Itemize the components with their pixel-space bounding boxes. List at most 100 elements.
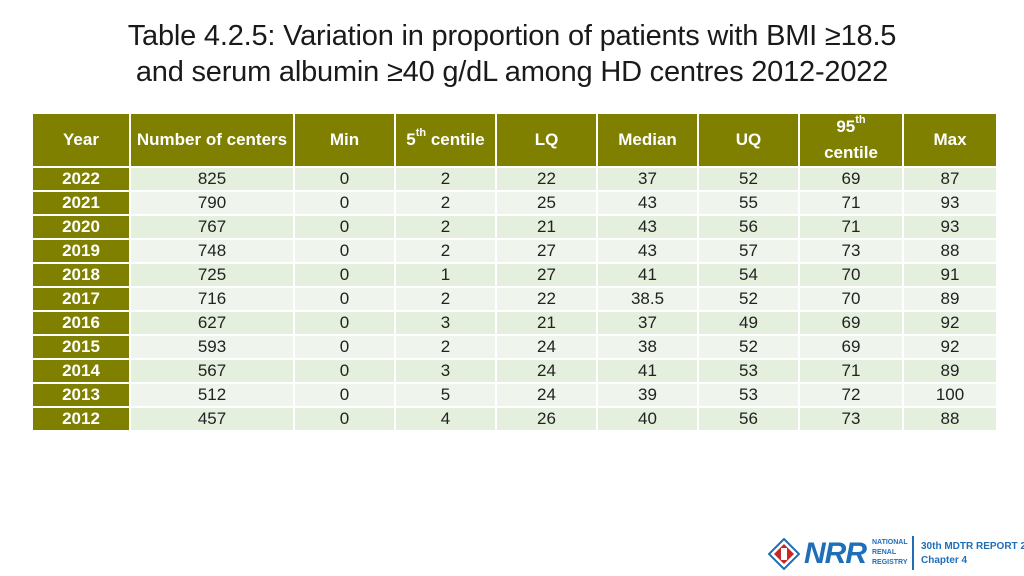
cell-year: 2015 bbox=[31, 334, 131, 360]
table-row: 2019 748 0 2 27 43 57 73 88 bbox=[31, 238, 998, 264]
cell-uq: 56 bbox=[697, 214, 800, 240]
cell-year: 2013 bbox=[31, 382, 131, 408]
cell-lq: 24 bbox=[495, 334, 598, 360]
cell-year: 2022 bbox=[31, 166, 131, 192]
cell-95th-centile: 73 bbox=[798, 238, 904, 264]
cell-uq: 52 bbox=[697, 286, 800, 312]
cell-median: 43 bbox=[596, 214, 699, 240]
cell-lq: 27 bbox=[495, 262, 598, 288]
header-5th-number: 5 bbox=[406, 130, 416, 149]
header-median: Median bbox=[596, 112, 699, 168]
cell-lq: 22 bbox=[495, 166, 598, 192]
title-line-2: and serum albumin ≥40 g/dL among HD cent… bbox=[135, 56, 889, 88]
cell-median: 39 bbox=[596, 382, 699, 408]
header-lq: LQ bbox=[495, 112, 598, 168]
cell-95th-centile: 73 bbox=[798, 406, 904, 432]
cell-median: 37 bbox=[596, 310, 699, 336]
table-row: 2016 627 0 3 21 37 49 69 92 bbox=[31, 310, 998, 336]
cell-year: 2021 bbox=[31, 190, 131, 216]
cell-year: 2016 bbox=[31, 310, 131, 336]
header-95th-superscript: th bbox=[855, 114, 866, 127]
cell-median: 41 bbox=[596, 358, 699, 384]
header-95th-word: centile bbox=[824, 143, 878, 162]
cell-min: 0 bbox=[293, 310, 396, 336]
cell-uq: 57 bbox=[697, 238, 800, 264]
cell-median: 40 bbox=[596, 406, 699, 432]
cell-5th-centile: 2 bbox=[394, 214, 497, 240]
cell-centers: 567 bbox=[129, 358, 295, 384]
cell-year: 2014 bbox=[31, 358, 131, 384]
cell-median: 43 bbox=[596, 238, 699, 264]
cell-lq: 24 bbox=[495, 358, 598, 384]
cell-max: 87 bbox=[902, 166, 998, 192]
header-number-of-centers: Number of centers bbox=[129, 112, 295, 168]
cell-lq: 27 bbox=[495, 238, 598, 264]
cell-lq: 22 bbox=[495, 286, 598, 312]
cell-centers: 825 bbox=[129, 166, 295, 192]
cell-centers: 767 bbox=[129, 214, 295, 240]
cell-max: 92 bbox=[902, 334, 998, 360]
title-line-1: Table 4.2.5: Variation in proportion of … bbox=[127, 20, 897, 52]
cell-lq: 24 bbox=[495, 382, 598, 408]
cell-min: 0 bbox=[293, 382, 396, 408]
header-row: Year Number of centers Min 5th centile L… bbox=[31, 112, 998, 168]
cell-uq: 54 bbox=[697, 262, 800, 288]
header-5th-word: centile bbox=[426, 130, 485, 149]
cell-centers: 627 bbox=[129, 310, 295, 336]
table-row: 2022 825 0 2 22 37 52 69 87 bbox=[31, 166, 998, 192]
registry-line-3: REGISTRY bbox=[872, 559, 908, 566]
header-min: Min bbox=[293, 112, 396, 168]
cell-max: 100 bbox=[902, 382, 998, 408]
cell-centers: 725 bbox=[129, 262, 295, 288]
cell-uq: 55 bbox=[697, 190, 800, 216]
cell-uq: 49 bbox=[697, 310, 800, 336]
cell-median: 37 bbox=[596, 166, 699, 192]
report-chapter: Chapter 4 bbox=[921, 555, 968, 566]
table-body: 2022 825 0 2 22 37 52 69 87 2021 790 0 2… bbox=[31, 166, 998, 432]
cell-5th-centile: 5 bbox=[394, 382, 497, 408]
cell-max: 92 bbox=[902, 310, 998, 336]
cell-95th-centile: 69 bbox=[798, 310, 904, 336]
cell-centers: 512 bbox=[129, 382, 295, 408]
cell-min: 0 bbox=[293, 286, 396, 312]
page-title: Table 4.2.5: Variation in proportion of … bbox=[0, 18, 1024, 90]
nrr-logo-text: NRR bbox=[804, 537, 867, 570]
table-row: 2012 457 0 4 26 40 56 73 88 bbox=[31, 406, 998, 432]
table-row: 2018 725 0 1 27 41 54 70 91 bbox=[31, 262, 998, 288]
cell-5th-centile: 2 bbox=[394, 238, 497, 264]
cell-max: 93 bbox=[902, 214, 998, 240]
cell-95th-centile: 70 bbox=[798, 286, 904, 312]
cell-max: 91 bbox=[902, 262, 998, 288]
cell-5th-centile: 2 bbox=[394, 166, 497, 192]
cell-year: 2018 bbox=[31, 262, 131, 288]
cell-year: 2020 bbox=[31, 214, 131, 240]
cell-median: 38 bbox=[596, 334, 699, 360]
cell-95th-centile: 71 bbox=[798, 358, 904, 384]
cell-95th-centile: 69 bbox=[798, 334, 904, 360]
cell-5th-centile: 1 bbox=[394, 262, 497, 288]
footer-branding: NRR NATIONAL RENAL REGISTRY 30th MDTR RE… bbox=[764, 528, 1024, 576]
cell-95th-centile: 72 bbox=[798, 382, 904, 408]
cell-median: 41 bbox=[596, 262, 699, 288]
cell-95th-centile: 70 bbox=[798, 262, 904, 288]
cell-median: 43 bbox=[596, 190, 699, 216]
cell-uq: 52 bbox=[697, 334, 800, 360]
header-95th-centile: 95th centile bbox=[798, 112, 904, 168]
cell-min: 0 bbox=[293, 406, 396, 432]
cell-lq: 21 bbox=[495, 214, 598, 240]
cell-min: 0 bbox=[293, 358, 396, 384]
table-row: 2017 716 0 2 22 38.5 52 70 89 bbox=[31, 286, 998, 312]
cell-uq: 52 bbox=[697, 166, 800, 192]
cell-median: 38.5 bbox=[596, 286, 699, 312]
report-title: 30th MDTR REPORT 2022 bbox=[921, 541, 1024, 552]
data-table: Year Number of centers Min 5th centile L… bbox=[31, 112, 998, 432]
cell-95th-centile: 71 bbox=[798, 214, 904, 240]
registry-name: NATIONAL RENAL REGISTRY bbox=[872, 538, 908, 568]
cell-min: 0 bbox=[293, 262, 396, 288]
cell-year: 2017 bbox=[31, 286, 131, 312]
cell-centers: 457 bbox=[129, 406, 295, 432]
table-row: 2015 593 0 2 24 38 52 69 92 bbox=[31, 334, 998, 360]
cell-uq: 56 bbox=[697, 406, 800, 432]
cell-lq: 21 bbox=[495, 310, 598, 336]
registry-line-2: RENAL bbox=[872, 549, 897, 556]
